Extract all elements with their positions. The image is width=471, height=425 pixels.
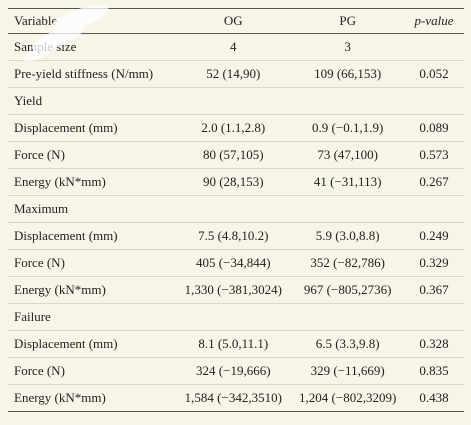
table-row: Force (N) 324 (−19,666) 329 (−11,669) 0.835: [8, 357, 464, 385]
p-value: 0.089: [404, 114, 464, 142]
pg-value: 109 (66,153): [291, 60, 405, 88]
p-value: 0.438: [404, 384, 464, 412]
section-header-row: Failure: [8, 303, 464, 331]
p-value: 0.267: [404, 168, 464, 196]
og-value: 4: [175, 33, 292, 61]
empty-cell: [175, 195, 292, 223]
og-value: 405 (−34,844): [175, 249, 292, 277]
pg-value: 73 (47,100): [291, 141, 405, 169]
row-label: Displacement (mm): [8, 114, 176, 142]
empty-cell: [404, 87, 464, 115]
pg-value: 352 (−82,786): [291, 249, 405, 277]
table-row: Energy (kN*mm) 90 (28,153) 41 (−31,113) 0.2…: [8, 168, 464, 196]
p-value: 0.052: [404, 60, 464, 88]
p-value: 0.573: [404, 141, 464, 169]
table-row: Energy (kN*mm) 1,330 (−381,3024) 967 (−805…: [8, 276, 464, 304]
pg-value: 967 (−805,2736): [291, 276, 405, 304]
empty-cell: [175, 87, 292, 115]
row-label: Force (N): [8, 357, 176, 385]
pg-value: 5.9 (3.0,8.8): [291, 222, 405, 250]
table-header-row: Variable OG PG p-value: [8, 8, 464, 34]
p-value: 0.367: [404, 276, 464, 304]
header-variable: Variable: [8, 8, 176, 34]
table-row: Sample size 4 3: [8, 33, 464, 61]
og-value: 52 (14,90): [175, 60, 292, 88]
row-label: Displacement (mm): [8, 222, 176, 250]
section-label: Maximum: [8, 195, 176, 223]
table-row: Displacement (mm) 7.5 (4.8,10.2) 5.9 (3.0,…: [8, 222, 464, 250]
og-value: 1,584 (−342,3510): [175, 384, 292, 412]
p-value: [404, 33, 464, 61]
empty-cell: [291, 303, 405, 331]
table-row: Energy (kN*mm) 1,584 (−342,3510) 1,204 (−8…: [8, 384, 464, 412]
table-row: Pre-yield stiffness (N/mm) 52 (14,90) 109 …: [8, 60, 464, 88]
header-og: OG: [175, 8, 292, 34]
pg-value: 1,204 (−802,3209): [291, 384, 405, 412]
og-value: 324 (−19,666): [175, 357, 292, 385]
p-value: 0.249: [404, 222, 464, 250]
pg-value: 6.5 (3.3,9.8): [291, 330, 405, 358]
pg-value: 3: [291, 33, 405, 61]
header-pg: PG: [291, 8, 405, 34]
section-header-row: Maximum: [8, 195, 464, 223]
row-label: Energy (kN*mm): [8, 168, 176, 196]
p-value: 0.835: [404, 357, 464, 385]
row-label: Sample size: [8, 33, 176, 61]
og-value: 90 (28,153): [175, 168, 292, 196]
p-value: 0.328: [404, 330, 464, 358]
row-label: Displacement (mm): [8, 330, 176, 358]
empty-cell: [291, 195, 405, 223]
row-label: Force (N): [8, 249, 176, 277]
og-value: 2.0 (1.1,2.8): [175, 114, 292, 142]
empty-cell: [175, 303, 292, 331]
pg-value: 41 (−31,113): [291, 168, 405, 196]
empty-cell: [291, 87, 405, 115]
row-label: Force (N): [8, 141, 176, 169]
section-header-row: Yield: [8, 87, 464, 115]
table-row: Force (N) 405 (−34,844) 352 (−82,786) 0.329: [8, 249, 464, 277]
p-value: 0.329: [404, 249, 464, 277]
og-value: 80 (57,105): [175, 141, 292, 169]
og-value: 7.5 (4.8,10.2): [175, 222, 292, 250]
pg-value: 329 (−11,669): [291, 357, 405, 385]
row-label: Energy (kN*mm): [8, 384, 176, 412]
empty-cell: [404, 195, 464, 223]
section-label: Failure: [8, 303, 176, 331]
section-label: Yield: [8, 87, 176, 115]
row-label: Energy (kN*mm): [8, 276, 176, 304]
row-label: Pre-yield stiffness (N/mm): [8, 60, 176, 88]
pg-value: 0.9 (−0.1,1.9): [291, 114, 405, 142]
og-value: 1,330 (−381,3024): [175, 276, 292, 304]
results-table: Variable OG PG p-value Sample size 4 3 Pre-…: [8, 8, 464, 412]
empty-cell: [404, 303, 464, 331]
header-p-value: p-value: [404, 8, 464, 34]
table-row: Displacement (mm) 8.1 (5.0,11.1) 6.5 (3.3,…: [8, 330, 464, 358]
table-row: Displacement (mm) 2.0 (1.1,2.8) 0.9 (−0.1,…: [8, 114, 464, 142]
table-row: Force (N) 80 (57,105) 73 (47,100) 0.573: [8, 141, 464, 169]
og-value: 8.1 (5.0,11.1): [175, 330, 292, 358]
